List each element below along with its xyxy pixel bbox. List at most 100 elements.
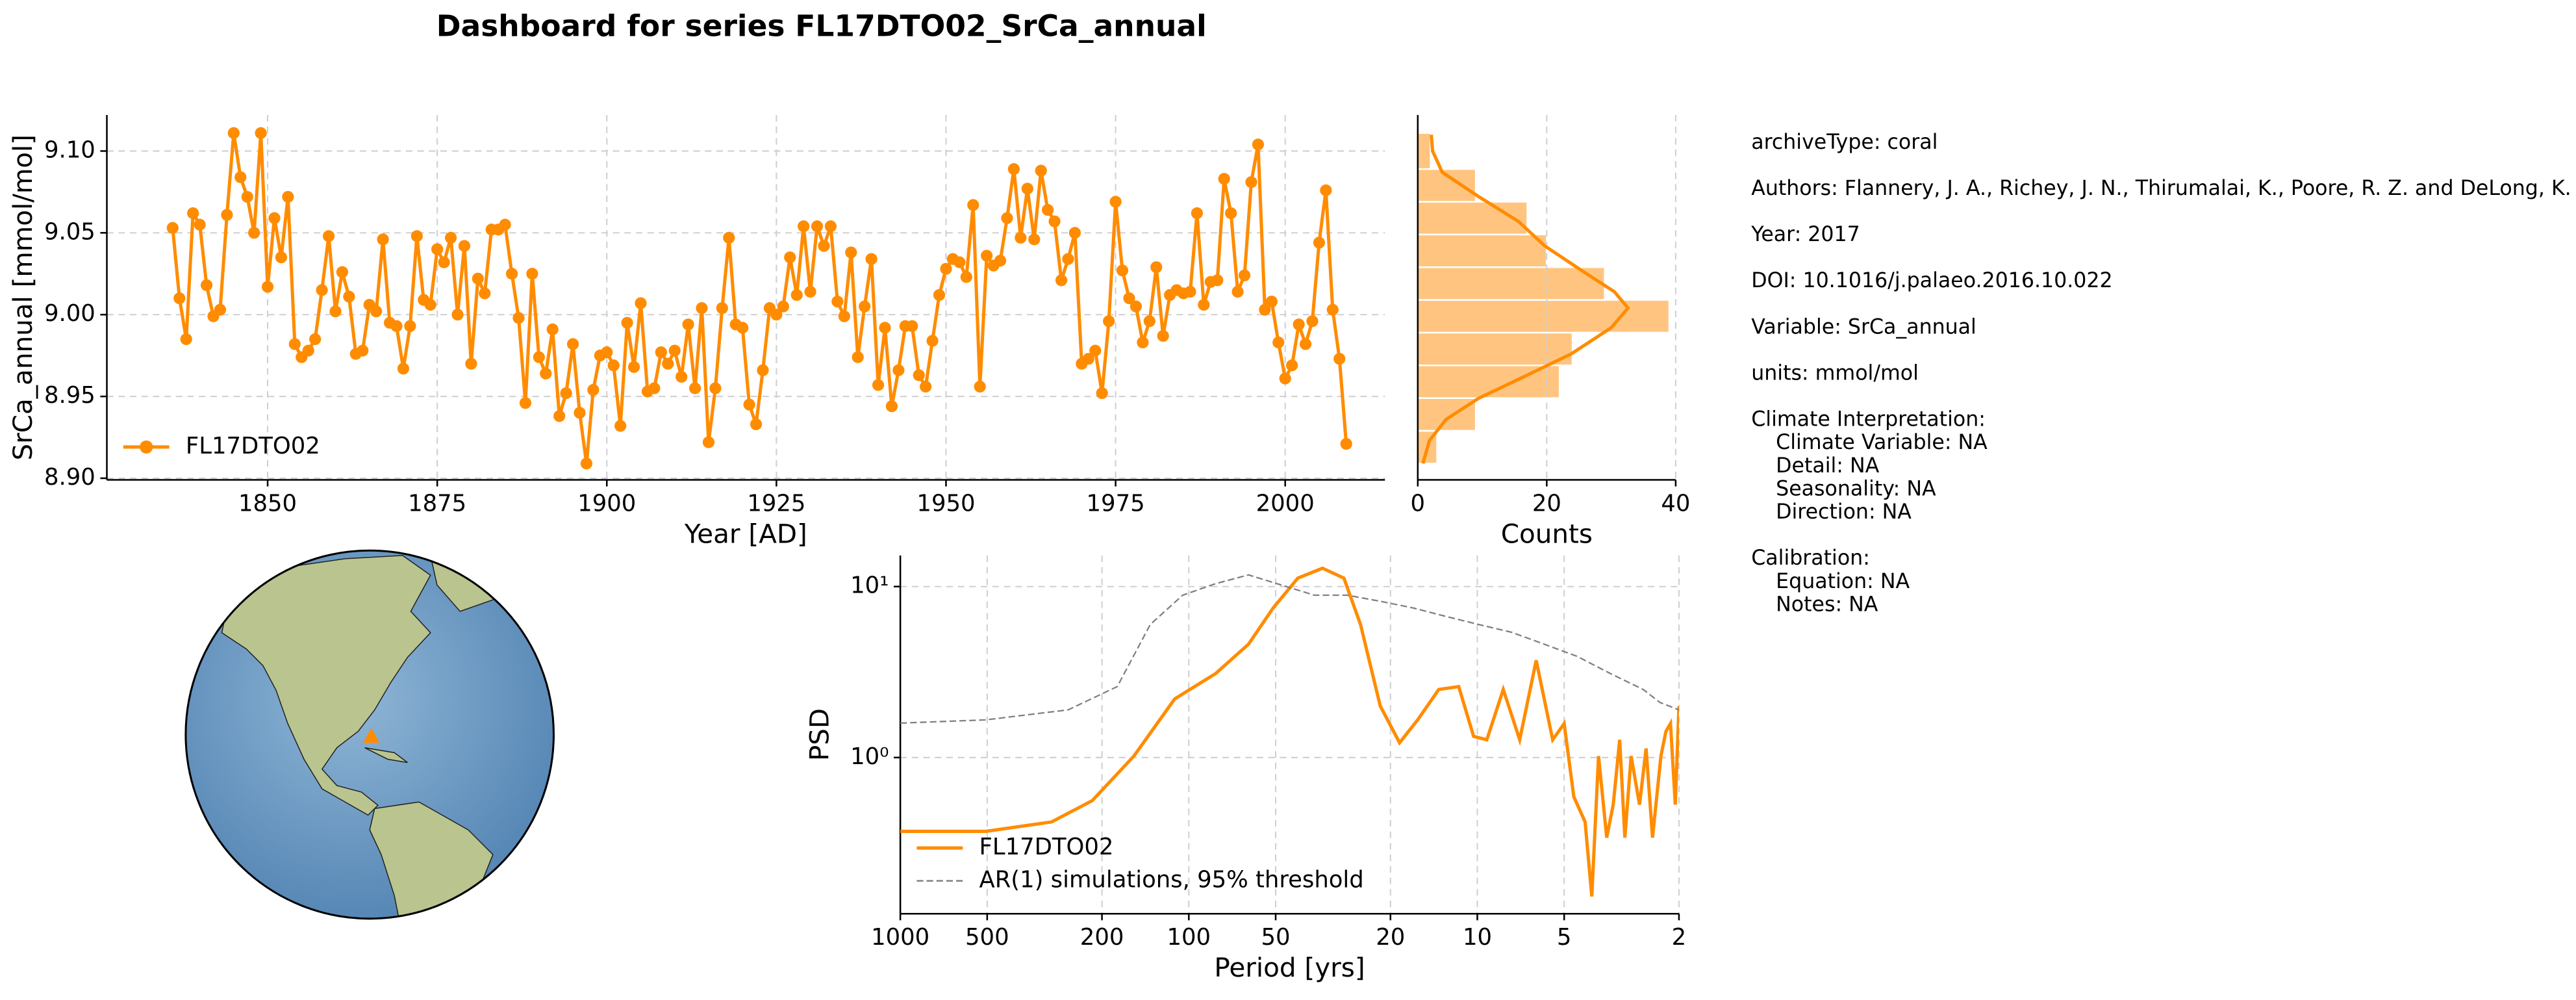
series-marker bbox=[811, 220, 824, 233]
series-marker bbox=[879, 322, 891, 334]
y-tick-label: 8.90 bbox=[44, 464, 95, 491]
series-marker bbox=[676, 370, 688, 383]
series-marker bbox=[885, 400, 898, 413]
series-marker bbox=[194, 218, 206, 231]
series-marker bbox=[1286, 359, 1298, 372]
series-marker bbox=[302, 344, 314, 357]
y-axis-label: PSD bbox=[804, 708, 835, 761]
series-marker bbox=[696, 302, 708, 314]
series-marker bbox=[892, 364, 905, 376]
series-marker bbox=[1306, 315, 1319, 327]
globe-outline bbox=[184, 549, 555, 920]
metadata-line: Detail: NA bbox=[1776, 454, 1879, 478]
series-marker bbox=[336, 266, 349, 278]
series-marker bbox=[479, 287, 491, 300]
series-marker bbox=[1055, 274, 1068, 287]
series-marker bbox=[1021, 183, 1033, 195]
hist-bar bbox=[1417, 233, 1548, 268]
series-marker bbox=[818, 240, 830, 252]
series-marker bbox=[1218, 173, 1230, 185]
series-marker bbox=[248, 227, 260, 239]
series-marker bbox=[580, 457, 593, 470]
series-marker bbox=[770, 309, 783, 321]
series-marker bbox=[688, 382, 701, 394]
series-marker bbox=[1015, 231, 1027, 244]
series-marker bbox=[852, 351, 864, 363]
series-marker bbox=[621, 316, 633, 329]
series-marker bbox=[200, 279, 213, 292]
series-marker bbox=[1130, 300, 1143, 313]
series-marker bbox=[702, 436, 715, 448]
series-marker bbox=[1143, 315, 1155, 327]
y-tick-label: 9.05 bbox=[44, 218, 95, 245]
series-marker bbox=[221, 209, 233, 221]
series-marker bbox=[255, 127, 267, 139]
series-marker bbox=[1137, 336, 1149, 349]
series-marker bbox=[1068, 227, 1081, 239]
series-marker bbox=[499, 218, 511, 231]
series-marker bbox=[234, 171, 247, 183]
x-tick-label: 40 bbox=[1661, 490, 1690, 517]
series-marker bbox=[953, 256, 966, 268]
x-axis-label: Period [yrs] bbox=[1214, 952, 1365, 983]
series-marker bbox=[1245, 176, 1257, 188]
y-tick-label: 9.10 bbox=[44, 136, 95, 163]
series-marker bbox=[627, 361, 640, 373]
series-marker bbox=[1035, 164, 1047, 177]
series-marker bbox=[1326, 303, 1339, 316]
metadata-line: DOI: 10.1016/j.palaeo.2016.10.022 bbox=[1751, 269, 2112, 292]
series-line bbox=[900, 566, 1679, 897]
series-marker bbox=[1279, 372, 1291, 385]
x-tick-label: 500 bbox=[965, 924, 1009, 951]
series-marker bbox=[275, 251, 288, 264]
series-marker bbox=[1313, 237, 1326, 249]
series-marker bbox=[431, 243, 444, 255]
series-marker bbox=[859, 300, 871, 313]
series-marker bbox=[601, 346, 613, 359]
x-tick-label: 10 bbox=[1463, 924, 1492, 951]
series-marker bbox=[967, 199, 979, 211]
series-marker bbox=[655, 346, 667, 359]
x-axis-label: Counts bbox=[1501, 519, 1593, 550]
series-marker bbox=[1042, 203, 1054, 216]
series-marker bbox=[994, 255, 1007, 267]
series-marker bbox=[587, 383, 600, 396]
legend-label: FL17DTO02 bbox=[979, 834, 1114, 860]
metadata-line: Authors: Flannery, J. A., Richey, J. N.,… bbox=[1751, 177, 2576, 200]
series-marker bbox=[553, 410, 566, 422]
metadata-line: Direction: NA bbox=[1776, 500, 1912, 524]
metadata-line: Equation: NA bbox=[1776, 570, 1910, 593]
metadata-line: Year: 2017 bbox=[1750, 223, 1860, 246]
legend-label: FL17DTO02 bbox=[186, 433, 320, 459]
series-marker bbox=[574, 407, 586, 419]
series-marker bbox=[607, 359, 620, 372]
series-marker bbox=[933, 288, 946, 301]
series-marker bbox=[845, 246, 857, 259]
series-marker bbox=[288, 338, 301, 350]
dashboard-title: Dashboard for series FL17DTO02_SrCa_annu… bbox=[436, 8, 1207, 43]
series-marker bbox=[1123, 292, 1135, 305]
series-marker bbox=[519, 397, 532, 409]
series-marker bbox=[1184, 285, 1196, 298]
series-marker bbox=[824, 220, 837, 233]
series-marker bbox=[981, 250, 993, 262]
series-marker bbox=[343, 290, 355, 303]
metadata-line: Climate Variable: NA bbox=[1776, 431, 1988, 454]
series-marker bbox=[960, 271, 972, 283]
series-marker bbox=[424, 299, 436, 311]
series-marker bbox=[831, 295, 844, 308]
series-marker bbox=[804, 285, 816, 298]
series-marker bbox=[282, 190, 294, 203]
series-marker bbox=[322, 230, 335, 242]
hist-bar bbox=[1417, 299, 1671, 334]
series-marker bbox=[173, 292, 186, 305]
series-marker bbox=[913, 369, 925, 381]
series-marker bbox=[1320, 184, 1332, 196]
series-marker bbox=[1293, 318, 1305, 331]
series-marker bbox=[533, 351, 545, 363]
series-marker bbox=[526, 268, 538, 280]
series-marker bbox=[1001, 212, 1013, 224]
series-line bbox=[171, 133, 1348, 464]
series-marker bbox=[920, 380, 932, 393]
